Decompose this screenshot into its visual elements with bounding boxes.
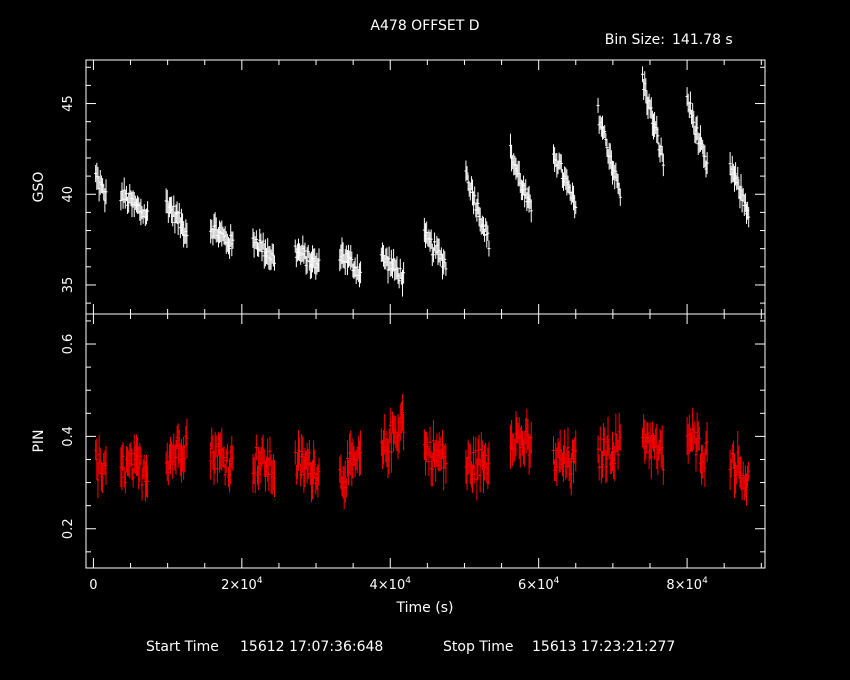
x-tick-label: 6×104 <box>518 576 560 593</box>
gso-axis-label: GSO <box>31 172 47 203</box>
pin-series <box>94 394 751 510</box>
stop-time-label: Stop Time <box>443 639 514 655</box>
time-x-axis: 0 2×104 4×104 6×104 8×104 <box>89 60 762 593</box>
x-tick-label: 0 <box>89 578 97 593</box>
pin-y-tick-label: 0.4 <box>61 426 76 447</box>
gso-y-tick-label: 45 <box>61 95 76 112</box>
pin-y-tick-label: 0.6 <box>61 334 76 355</box>
start-time-label: Start Time <box>146 639 219 655</box>
time-axis-label: Time (s) <box>396 600 454 616</box>
chart-title: A478 OFFSET D <box>370 18 479 34</box>
x-tick-label: 4×104 <box>370 576 412 593</box>
stop-time-value: 15613 17:23:21:277 <box>532 639 675 655</box>
gso-y-tick-label: 35 <box>61 277 76 294</box>
bin-size-value: 141.78 s <box>672 32 733 48</box>
x-tick-label: 8×104 <box>666 576 708 593</box>
x-tick-label: 2×104 <box>221 576 263 593</box>
pin-panel-frame <box>85 313 766 569</box>
bin-size-label: Bin Size: <box>605 32 665 48</box>
start-time-value: 15612 17:07:36:648 <box>240 639 383 655</box>
gso-y-axis: 35 40 45 <box>61 66 765 304</box>
gso-panel-frame <box>85 59 766 315</box>
gso-y-tick-label: 40 <box>61 186 76 203</box>
pin-axis-label: PIN <box>31 429 47 452</box>
gso-series <box>94 66 751 297</box>
pin-y-axis: 0.2 0.4 0.6 <box>61 320 765 553</box>
pin-y-tick-label: 0.2 <box>61 518 76 539</box>
